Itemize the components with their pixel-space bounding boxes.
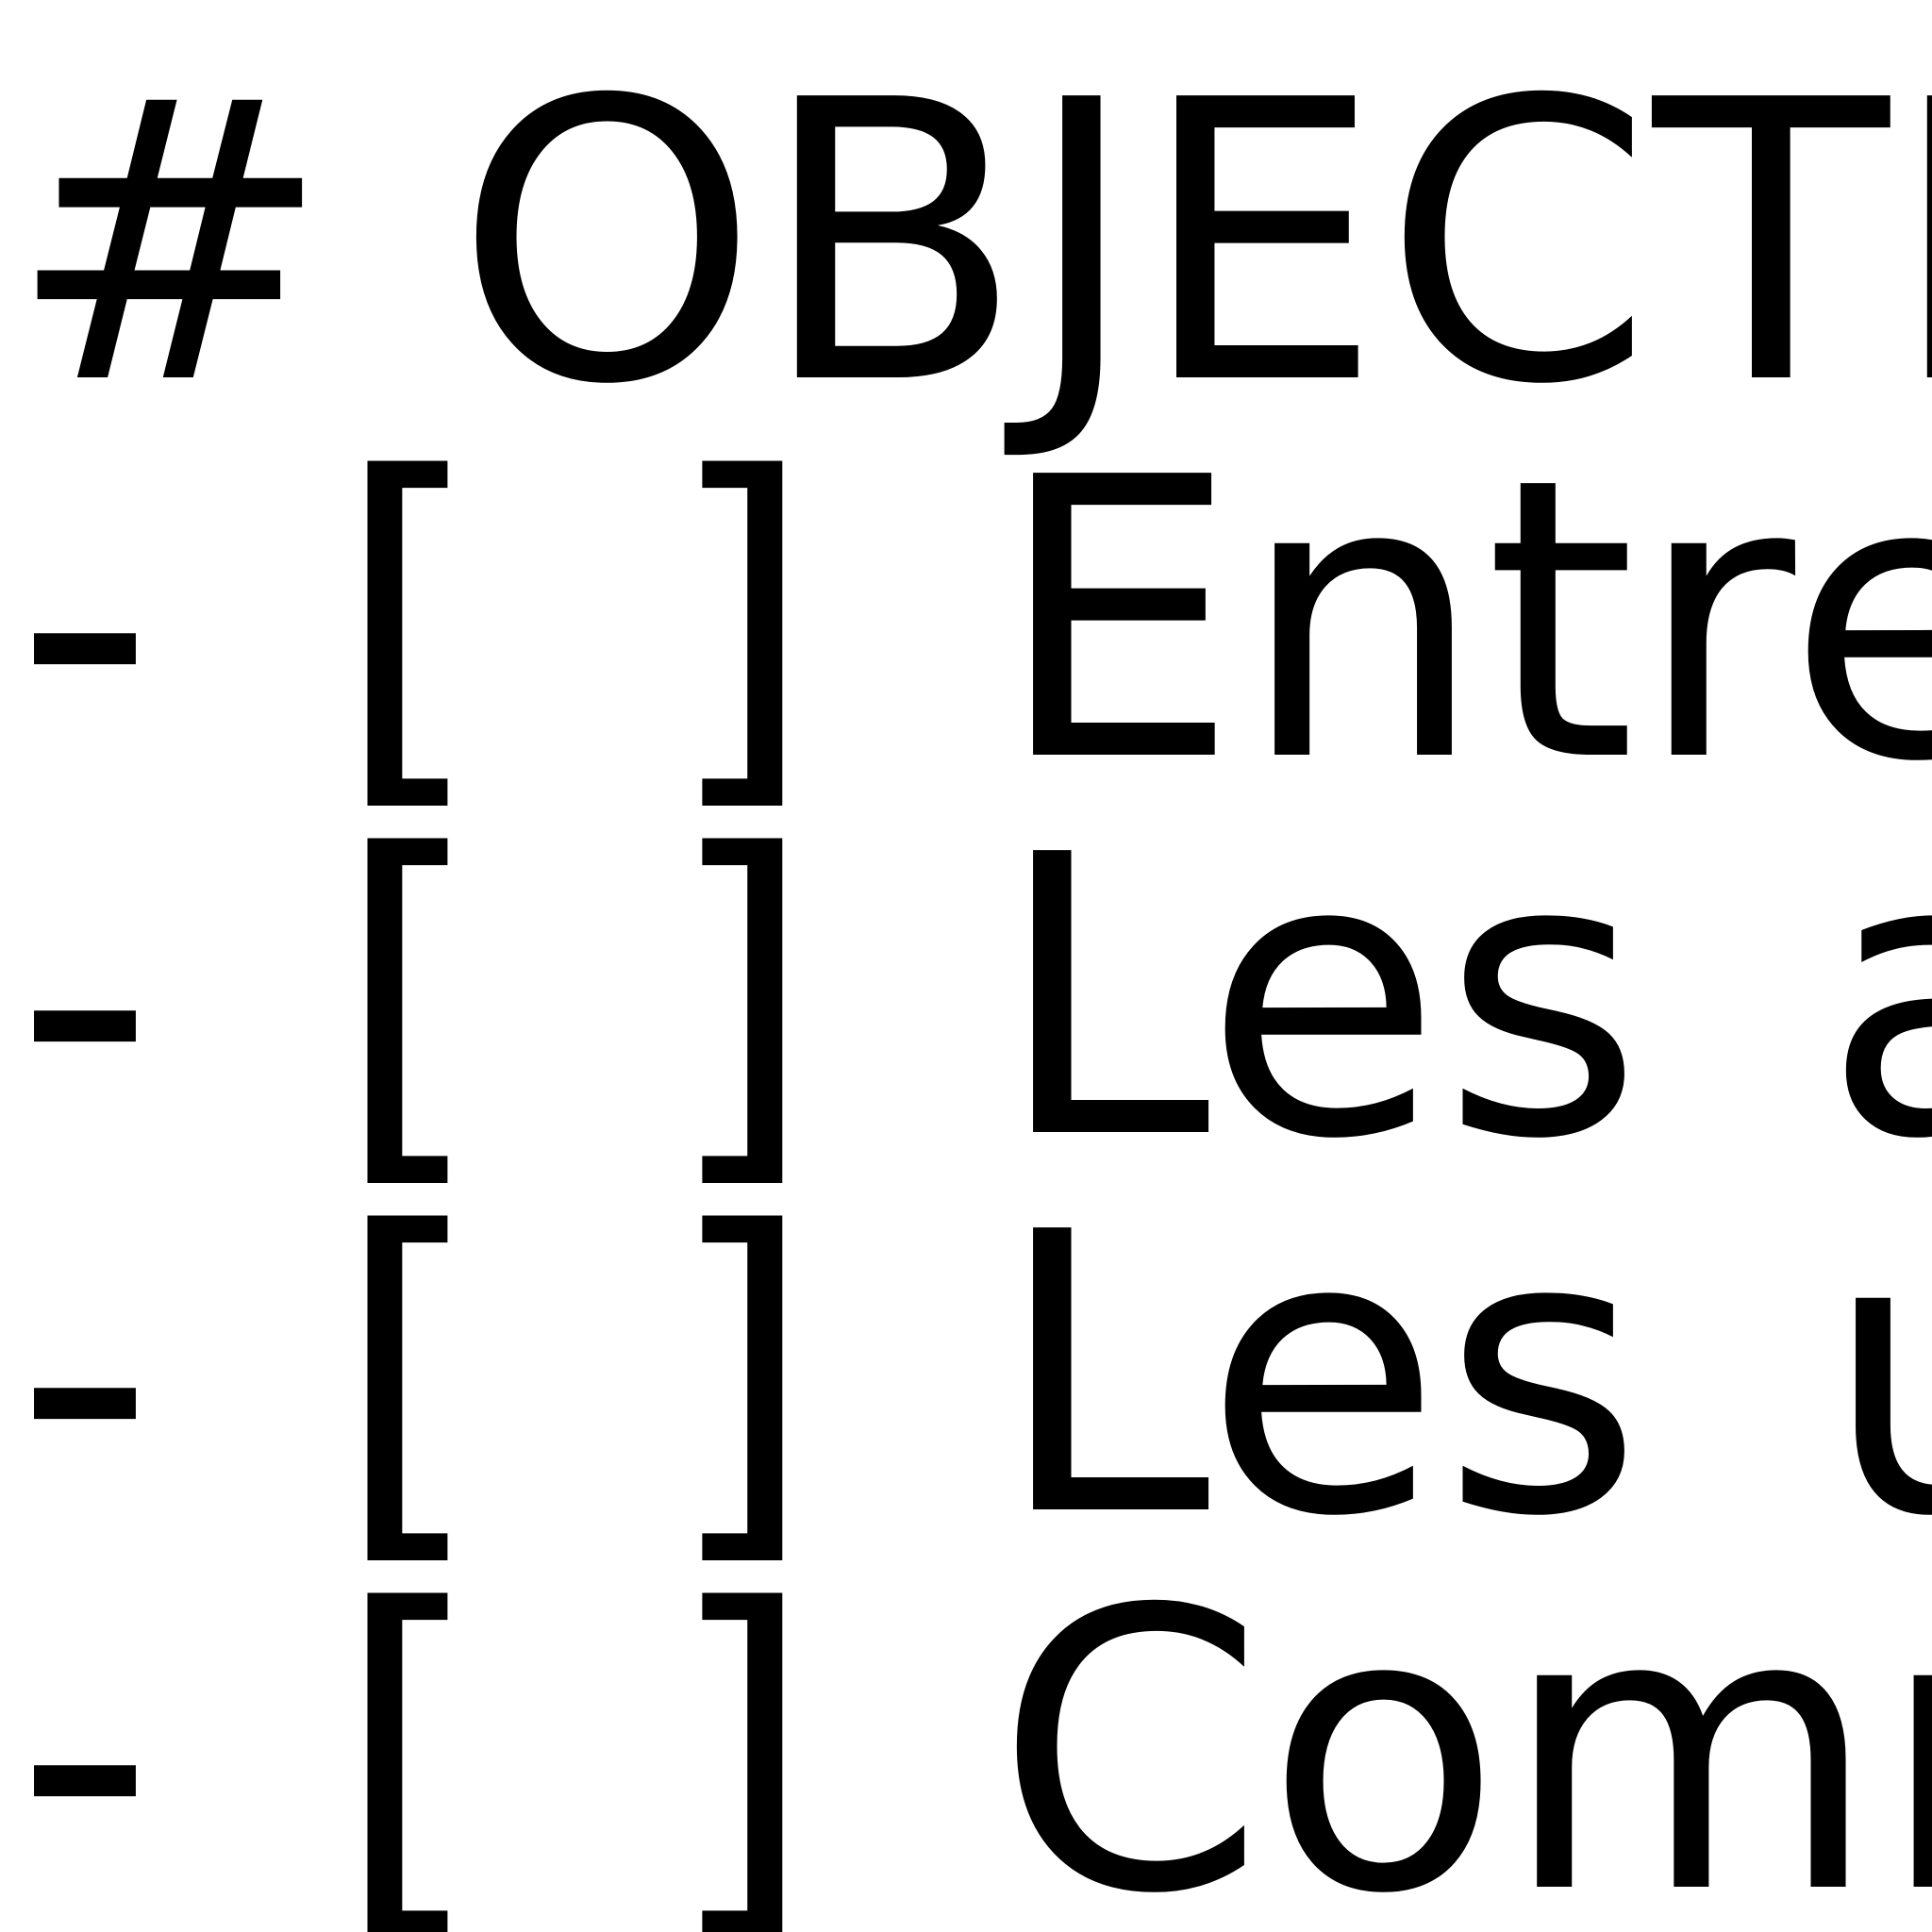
- task-line: - [ ] Les uti: [15, 1150, 1932, 1601]
- task-line: - [ ] Les ap: [15, 773, 1932, 1224]
- task-line: - [ ] Comm: [15, 1527, 1932, 1932]
- heading-line: # OBJECTI: [8, 18, 1932, 469]
- task-line: - [ ] Entrep: [15, 395, 1932, 846]
